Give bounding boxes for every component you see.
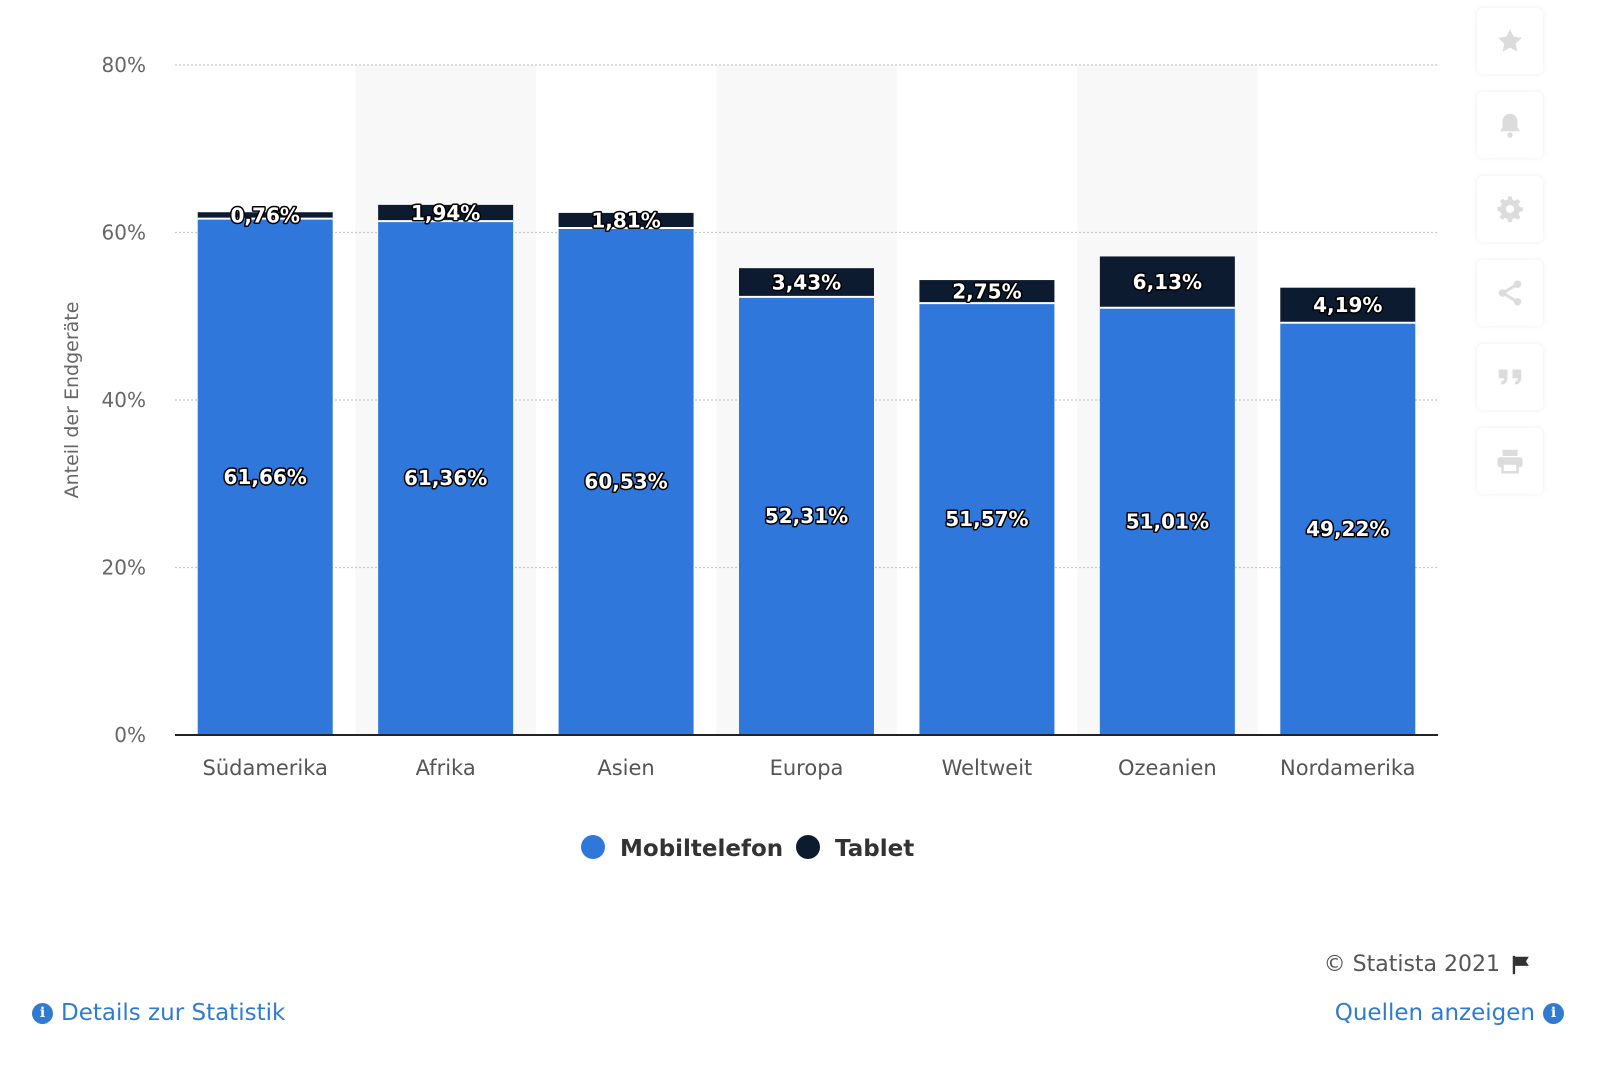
legend-label: Mobiltelefon (620, 836, 783, 862)
x-category-label: Ozeanien (1118, 756, 1217, 780)
share-button[interactable] (1477, 260, 1543, 326)
bar-tablet (558, 212, 694, 229)
data-label-mobiltelefon: 51,57% (945, 507, 1028, 531)
sources-link[interactable]: Quellen anzeigen i (1335, 1000, 1564, 1026)
legend: Mobiltelefon Tablet (581, 835, 914, 862)
data-label-tablet: 1,94% (411, 201, 480, 225)
settings-button[interactable] (1477, 176, 1543, 242)
details-link-label: Details zur Statistik (61, 1000, 286, 1026)
x-category-label: Asien (597, 756, 654, 780)
legend-item-tablet[interactable]: Tablet (796, 835, 914, 862)
y-tick-label: 0% (114, 723, 146, 747)
data-labels: 61,66% 0,76% 61,36% 1,94% 60,53% 1,81% 52,31% 3… (222, 199, 1391, 542)
notification-button[interactable] (1477, 92, 1543, 158)
y-tick-label: 80% (102, 53, 146, 77)
x-axis-labels: Südamerika Afrika Asien Europa Weltweit Ozean… (203, 756, 1416, 780)
bar-tablet (1280, 287, 1416, 323)
info-icon: i (1543, 1002, 1564, 1024)
legend-label: Tablet (835, 836, 914, 862)
copyright-text: © Statista 2021 (1323, 952, 1500, 977)
y-axis-ticks: 0% 20% 40% 60% 80% (102, 53, 146, 747)
bar-mobiltelefon (1280, 322, 1416, 735)
gear-icon (1497, 196, 1523, 223)
data-label-tablet: 0,76% (231, 203, 300, 227)
flag-icon[interactable] (1510, 954, 1532, 976)
bar-tablet (739, 268, 874, 297)
x-category-label: Afrika (416, 756, 476, 780)
y-tick-label: 60% (102, 221, 146, 245)
cite-button[interactable] (1477, 344, 1543, 410)
legend-marker (796, 835, 820, 859)
bar-tablet (378, 204, 514, 222)
data-label-mobiltelefon: 61,66% (224, 465, 307, 489)
bar-mobiltelefon (919, 303, 1055, 735)
bell-icon (1500, 113, 1520, 138)
details-link[interactable]: i Details zur Statistik (32, 1000, 285, 1026)
chart: 0% 20% 40% 60% 80% Anteil der Endgeräte Süda… (61, 53, 1438, 862)
data-label-mobiltelefon: 61,36% (404, 466, 487, 490)
y-axis-title: Anteil der Endgeräte (61, 302, 83, 499)
bar-tablet (919, 280, 1055, 304)
x-category-label: Südamerika (203, 756, 328, 780)
copyright: © Statista 2021 (1324, 952, 1532, 977)
data-label-mobiltelefon: 51,01% (1126, 509, 1209, 533)
data-label-tablet: 3,43% (772, 271, 841, 295)
bar-tablet (1099, 256, 1235, 308)
data-label-tablet: 2,75% (952, 280, 1021, 304)
y-tick-label: 40% (102, 388, 146, 412)
legend-marker (581, 835, 605, 859)
bar-mobiltelefon (197, 218, 333, 735)
bar-mobiltelefon (558, 228, 694, 735)
quote-icon (1498, 369, 1522, 385)
data-label-tablet: 1,81% (591, 208, 660, 232)
bar-tablet (197, 212, 333, 219)
info-icon: i (32, 1002, 53, 1024)
print-icon (1497, 449, 1523, 474)
x-category-label: Europa (770, 756, 844, 780)
sources-link-label: Quellen anzeigen (1334, 1000, 1535, 1026)
share-icon (1498, 280, 1522, 306)
x-category-label: Nordamerika (1280, 756, 1416, 780)
print-button[interactable] (1477, 428, 1543, 494)
legend-item-mobiltelefon[interactable]: Mobiltelefon (581, 835, 783, 862)
bar-mobiltelefon (1099, 307, 1235, 735)
y-tick-label: 20% (102, 556, 146, 580)
data-label-mobiltelefon: 52,31% (765, 504, 848, 528)
bar-mobiltelefon (378, 221, 514, 736)
x-category-label: Weltweit (942, 756, 1033, 780)
side-toolbar (1477, 8, 1547, 512)
bar-mobiltelefon (739, 296, 874, 735)
favorite-button[interactable] (1477, 8, 1543, 74)
data-label-mobiltelefon: 60,53% (584, 470, 667, 494)
data-label-tablet: 6,13% (1133, 270, 1202, 294)
star-icon (1498, 29, 1522, 52)
data-label-tablet: 4,19% (1313, 293, 1382, 317)
bars (197, 204, 1416, 736)
data-label-mobiltelefon: 49,22% (1306, 517, 1389, 541)
